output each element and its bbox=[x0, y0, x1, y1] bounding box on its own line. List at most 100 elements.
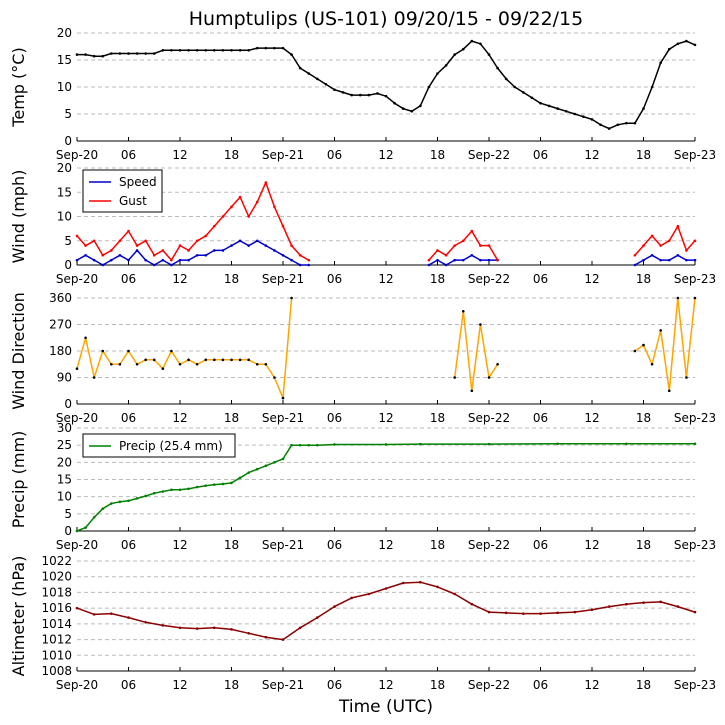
temp-x-tick-label: 06 bbox=[327, 148, 342, 162]
precip-data-point bbox=[161, 490, 165, 493]
direction-data-point bbox=[238, 358, 242, 362]
temp-data-point bbox=[152, 52, 156, 55]
wind-data-point bbox=[642, 244, 645, 247]
wind-data-point bbox=[298, 254, 302, 257]
wind-data-point bbox=[693, 258, 697, 262]
direction-data-point bbox=[642, 343, 645, 347]
wind-x-tick-label: 18 bbox=[636, 272, 651, 286]
temp-data-point bbox=[247, 48, 250, 52]
direction-data-point bbox=[247, 358, 250, 362]
direction-data-point bbox=[152, 358, 156, 362]
direction-data-point bbox=[676, 296, 680, 300]
wind-data-point bbox=[84, 244, 87, 247]
wind-data-point bbox=[633, 254, 637, 257]
temp-data-point bbox=[161, 48, 165, 52]
temp-data-point bbox=[650, 85, 654, 89]
wind-data-point bbox=[92, 258, 96, 262]
altimeter-data-point bbox=[195, 627, 199, 630]
direction-data-point bbox=[496, 362, 499, 366]
wind-data-point bbox=[127, 258, 130, 262]
direction-x-tick-label: 12 bbox=[584, 411, 599, 425]
direction-data-point bbox=[650, 362, 654, 366]
direction-data-point bbox=[633, 349, 637, 353]
temp-data-point bbox=[530, 96, 534, 100]
altimeter-y-tick-label: 1016 bbox=[41, 601, 72, 615]
temp-y-tick-label: 5 bbox=[64, 107, 72, 121]
altimeter-data-point bbox=[573, 610, 577, 614]
wind-y-axis-label: Wind (mph) bbox=[9, 170, 28, 264]
temp-data-point bbox=[187, 48, 190, 52]
wind-data-point bbox=[230, 244, 233, 247]
wind-x-tick-label: 18 bbox=[430, 272, 445, 286]
direction-data-point bbox=[281, 396, 285, 400]
wind-data-point bbox=[161, 249, 165, 252]
direction-data-point bbox=[178, 362, 182, 366]
temp-data-point bbox=[573, 112, 577, 116]
wind-data-point bbox=[693, 239, 697, 243]
direction-data-point bbox=[187, 358, 190, 362]
altimeter-data-point bbox=[247, 631, 250, 635]
precip-data-point bbox=[384, 443, 388, 446]
altimeter-x-tick-label: 18 bbox=[224, 678, 239, 692]
x-axis-label: Time (UTC) bbox=[338, 697, 433, 717]
precip-data-point bbox=[247, 471, 250, 474]
wind-x-tick-label: 12 bbox=[172, 272, 187, 286]
wind-series-speed bbox=[634, 254, 695, 266]
wind-data-point bbox=[187, 249, 190, 252]
wind-data-point bbox=[238, 195, 242, 199]
precip-x-tick-label: Sep-21 bbox=[262, 538, 304, 552]
wind-data-point bbox=[144, 258, 147, 262]
precip-x-tick-label: 18 bbox=[430, 538, 445, 552]
direction-x-tick-label: 12 bbox=[172, 411, 187, 425]
temp-data-point bbox=[221, 48, 225, 52]
wind-data-point bbox=[444, 263, 448, 267]
precip-x-tick-label: 18 bbox=[224, 538, 239, 552]
temp-data-point bbox=[324, 83, 328, 86]
wind-data-point bbox=[92, 239, 96, 243]
wind-data-point bbox=[195, 254, 199, 257]
altimeter-data-point bbox=[642, 601, 645, 604]
direction-data-point bbox=[685, 376, 688, 379]
direction-x-tick-label: 06 bbox=[327, 411, 342, 425]
temp-data-point bbox=[281, 46, 285, 50]
altimeter-y-tick-label: 1022 bbox=[41, 554, 72, 568]
precip-panel: 0 5 10 15 20 25 30 Sep-20 06 12 18 Sep-21 06 12 18 Sep-… bbox=[9, 421, 716, 552]
wind-data-point bbox=[110, 249, 113, 252]
temp-data-point bbox=[350, 93, 353, 97]
precip-data-point bbox=[556, 442, 559, 446]
direction-series-direction bbox=[634, 297, 696, 392]
temp-data-point bbox=[419, 104, 422, 108]
direction-data-point bbox=[127, 349, 130, 353]
precip-data-point bbox=[625, 442, 628, 446]
wind-data-point bbox=[307, 258, 311, 262]
precip-x-tick-label: 06 bbox=[533, 538, 548, 552]
altimeter-data-point bbox=[556, 611, 559, 615]
precip-data-point bbox=[118, 500, 122, 504]
temp-data-point bbox=[470, 39, 474, 43]
temp-y-tick-label: 10 bbox=[57, 80, 72, 94]
altimeter-data-point bbox=[590, 608, 594, 612]
wind-data-point bbox=[436, 249, 439, 252]
temp-x-tick-label: Sep-21 bbox=[262, 148, 304, 162]
wind-data-point bbox=[453, 244, 456, 247]
wind-data-point bbox=[135, 249, 139, 252]
temp-data-point bbox=[607, 127, 611, 130]
direction-data-point bbox=[213, 358, 216, 362]
precip-x-tick-label: 18 bbox=[636, 538, 651, 552]
wind-data-point bbox=[255, 239, 259, 243]
altimeter-y-tick-label: 1012 bbox=[41, 633, 72, 647]
precip-data-point bbox=[135, 497, 139, 500]
temp-data-point bbox=[110, 52, 113, 55]
altimeter-data-point bbox=[316, 616, 319, 619]
altimeter-data-point bbox=[659, 600, 662, 604]
altimeter-data-point bbox=[75, 606, 79, 610]
temp-x-tick-label: Sep-23 bbox=[674, 148, 716, 162]
precip-data-point bbox=[178, 488, 182, 492]
wind-data-point bbox=[213, 224, 216, 228]
wind-data-point bbox=[195, 239, 199, 243]
direction-x-tick-label: 18 bbox=[224, 411, 239, 425]
altimeter-data-point bbox=[110, 612, 113, 615]
temp-data-point bbox=[333, 88, 336, 91]
wind-data-point bbox=[152, 263, 156, 267]
